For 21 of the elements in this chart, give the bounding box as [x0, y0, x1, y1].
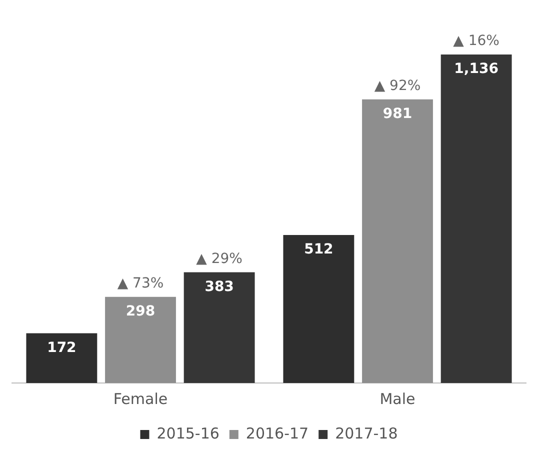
legend-label: 2015-16	[156, 424, 220, 442]
bar	[283, 234, 354, 383]
bar	[26, 333, 98, 383]
bar	[184, 272, 255, 383]
legend-label: 2016-17	[246, 424, 309, 442]
data-label: 383	[204, 278, 234, 295]
annotation: ▲ 92%	[374, 78, 421, 94]
legend-label: 2017-18	[335, 424, 398, 442]
data-label: 981	[382, 106, 412, 122]
bar	[105, 296, 176, 383]
x-tick-label: Male	[380, 390, 416, 408]
bar	[362, 99, 433, 383]
data-label: 298	[126, 303, 156, 320]
data-label: 512	[304, 242, 334, 258]
annotation: ▲ 29%	[196, 250, 242, 267]
text: ▲ 16%	[453, 33, 500, 50]
annotation: ▲ 73%	[117, 275, 164, 292]
bar	[440, 54, 512, 383]
x-tick-label: Female	[113, 390, 168, 408]
data-label: 1,136	[454, 61, 498, 78]
data-label: 172	[47, 340, 76, 356]
